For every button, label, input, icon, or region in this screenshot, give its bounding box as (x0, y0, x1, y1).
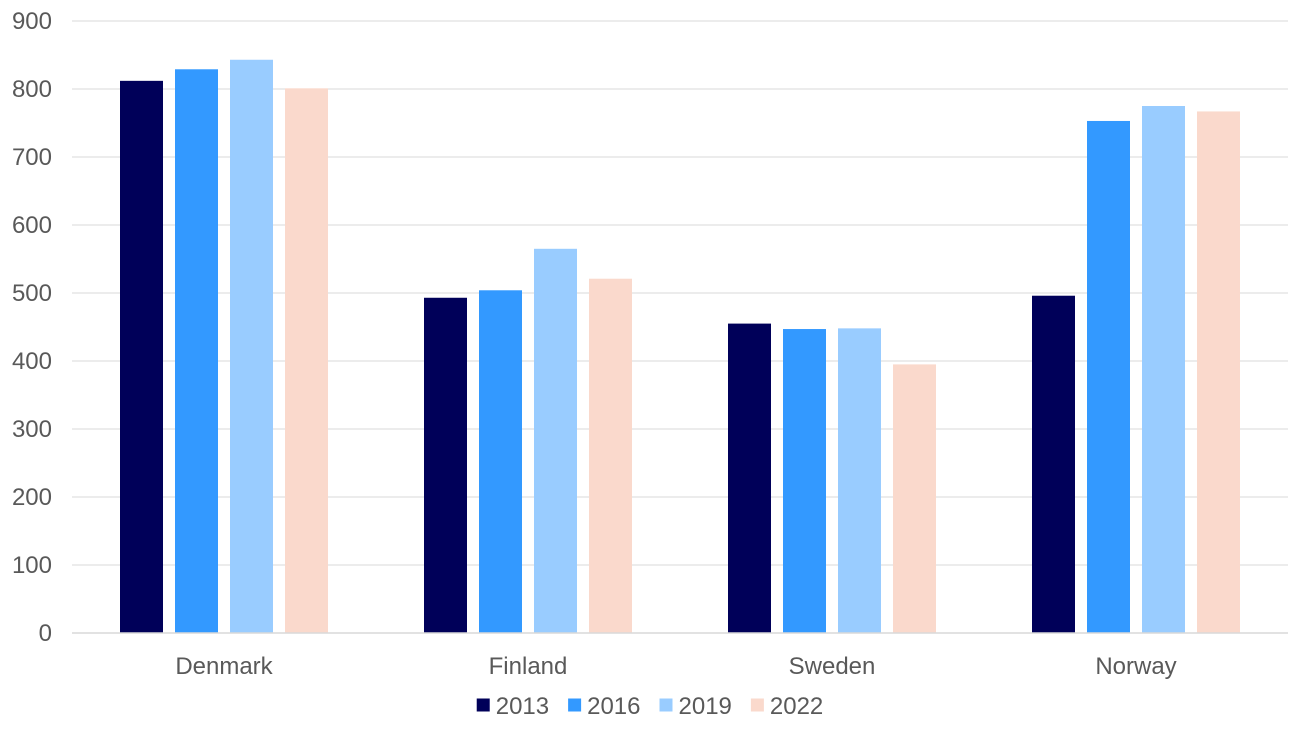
y-tick-label: 600 (12, 212, 52, 239)
y-tick-label: 400 (12, 348, 52, 375)
y-tick-label: 200 (12, 484, 52, 511)
bar-denmark-2022 (285, 88, 328, 633)
bar-finland-2019 (534, 248, 577, 634)
bar-norway-2022 (1197, 111, 1240, 633)
x-tick-label: Sweden (789, 653, 876, 680)
bar-finland-2016 (479, 290, 522, 633)
legend: 2013 2016 2019 2022 (476, 693, 823, 720)
axes: 0 100 200 300 400 500 600 700 800 900 Denmark Finla… (12, 8, 1288, 680)
bar-norway-2013 (1032, 295, 1075, 633)
gridlines (72, 20, 1288, 566)
bars (120, 59, 1240, 634)
y-tick-label: 100 (12, 552, 52, 579)
y-tick-label: 500 (12, 280, 52, 307)
y-tick-label: 0 (39, 620, 52, 647)
legend-swatch (659, 698, 673, 712)
bar-norway-2019 (1142, 106, 1185, 633)
y-tick-label: 700 (12, 144, 52, 171)
bar-sweden-2019 (838, 328, 881, 633)
bar-finland-2013 (424, 297, 467, 633)
legend-label: 2019 (679, 693, 732, 720)
legend-label: 2013 (496, 693, 549, 720)
y-tick-label: 800 (12, 76, 52, 103)
legend-label: 2022 (770, 693, 823, 720)
x-tick-label: Denmark (175, 653, 273, 680)
bar-sweden-2022 (893, 364, 936, 633)
bar-sweden-2016 (783, 329, 826, 633)
bar-denmark-2019 (230, 59, 273, 633)
legend-swatch (568, 698, 582, 712)
legend-swatch (476, 698, 490, 712)
x-tick-label: Finland (489, 653, 568, 680)
bar-denmark-2013 (120, 80, 163, 634)
legend-label: 2016 (587, 693, 640, 720)
bar-sweden-2013 (728, 323, 771, 633)
bar-denmark-2016 (175, 69, 218, 633)
bar-norway-2016 (1087, 120, 1130, 633)
y-tick-label: 300 (12, 416, 52, 443)
bar-finland-2022 (589, 278, 632, 633)
legend-swatch (750, 698, 764, 712)
y-tick-label: 900 (12, 8, 52, 35)
x-tick-label: Norway (1095, 653, 1176, 680)
